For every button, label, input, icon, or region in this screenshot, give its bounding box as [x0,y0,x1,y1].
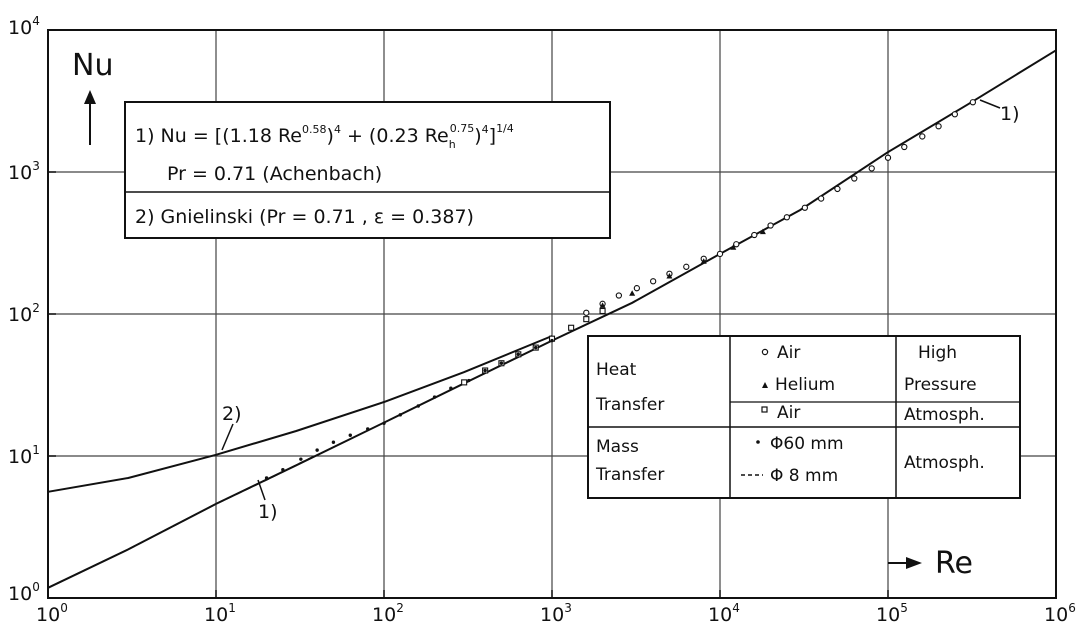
legend-atm-2: Atmosph. [904,453,985,473]
data-point-helium-high-pressure [599,302,606,308]
equation-line-2: Pr = 0.71 (Achenbach) [167,163,382,185]
data-point-helium-high-pressure [666,273,673,279]
data-point-air-high-pressure [633,285,641,292]
data-point-air-high-pressure [649,278,657,285]
legend-heat-2: Transfer [595,395,664,415]
data-point-air-high-pressure [834,185,841,193]
data-point-air-high-pressure [583,309,590,316]
legend-atm-1: Atmosph. [904,405,985,425]
x-tick-label: 106 [1044,601,1076,626]
x-tick-label: 101 [204,601,236,626]
data-point-air-high-pressure [733,241,740,248]
y-tick-label: 100 [8,580,40,605]
series-curve-2 [47,335,553,493]
data-point-mass-phi60 [499,361,504,365]
y-axis-arrow-icon [84,90,96,145]
data-point-air-atmospheric [568,324,575,331]
legend-row-air-atm: Air [777,403,800,423]
y-tick-labels: 100 101 102 103 104 [8,14,56,605]
data-point-air-high-pressure [801,204,809,211]
data-point-helium-high-pressure [730,244,737,250]
data-point-mass-phi60 [299,457,303,461]
data-point-air-atmospheric [599,307,606,315]
x-tick-label: 105 [876,601,908,626]
data-point-air-high-pressure [851,175,858,182]
data-point-helium-high-pressure [759,228,766,235]
circle-marker-icon [761,348,769,356]
data-points [264,99,977,480]
data-point-air-high-pressure [817,195,825,202]
data-point-helium-high-pressure [629,290,636,296]
data-point-mass-phi60 [483,368,487,373]
x-tick-label: 104 [708,601,740,626]
x-axis-arrow-icon [888,557,922,569]
data-point-air-atmospheric [461,379,468,386]
equation-line-1: 1) Nu = [(1.18 Re0.58)4 + (0.23 Reh0.75)… [135,122,514,151]
triangle-marker-icon [762,382,768,388]
legend-mass-1: Mass [596,437,639,457]
y-axis-title: Nu [72,48,113,83]
data-point-mass-phi60 [382,421,386,425]
data-point-air-high-pressure [751,231,758,239]
data-point-mass-phi60 [534,345,538,350]
curve-label-1-upper: 1) [1000,103,1020,125]
data-point-air-high-pressure [783,214,791,221]
data-point-mass-phi60 [348,433,352,437]
legend-row-helium: Helium [775,375,835,395]
data-point-air-high-pressure [901,143,908,151]
data-point-air-high-pressure [615,292,623,299]
data-point-air-high-pressure [767,222,774,229]
square-marker-icon [761,406,768,413]
legend-heat-1: Heat [596,360,637,380]
y-tick-label: 101 [8,443,40,468]
data-point-mass-phi60 [516,352,520,357]
legend-table: Heat Transfer Mass Transfer Air Helium A… [587,335,1021,499]
x-tick-labels: 100 101 102 103 104 105 106 [36,590,1076,626]
data-point-air-high-pressure [935,123,942,130]
curve-label-1-upper-leader [979,99,1001,109]
legend-high-1: High [918,343,957,363]
data-point-air-high-pressure [868,165,875,172]
data-point-air-high-pressure [969,99,977,106]
data-point-mass-phi60 [366,427,370,431]
legend-row-air-high: Air [777,343,800,363]
curve-label-1-lower: 1) [258,501,278,523]
data-point-mass-phi60 [315,448,319,452]
x-tick-label: 102 [372,601,404,626]
y-tick-label: 102 [8,301,40,326]
legend-mass-2: Transfer [595,465,664,485]
data-point-mass-phi60 [550,338,554,343]
curve-label-2: 2) [222,403,242,425]
data-point-mass-phi60 [432,395,437,399]
data-point-mass-phi60 [467,378,471,383]
data-point-air-high-pressure [951,111,959,118]
legend-row-phi8: Φ 8 mm [770,466,838,486]
y-tick-label: 103 [8,159,40,184]
x-tick-label: 103 [540,601,572,626]
x-axis-title: Re [935,546,973,581]
series-curve-3 [47,454,318,589]
curve-label-1-lower-leader [257,479,266,501]
data-point-mass-phi60 [281,468,285,472]
data-point-air-high-pressure [919,133,926,140]
data-point-mass-phi60 [416,404,420,408]
dot-marker-icon [756,440,760,444]
equation-line-3: 2) Gnielinski (Pr = 0.71 , ε = 0.387) [135,206,474,228]
data-point-air-high-pressure [716,250,724,258]
legend-row-phi60: Φ60 mm [770,434,844,454]
data-point-mass-phi60 [398,413,402,417]
data-point-air-high-pressure [683,263,690,270]
data-point-mass-phi60 [264,476,269,480]
equation-box: 1) Nu = [(1.18 Re0.58)4 + (0.23 Reh0.75)… [124,101,611,239]
data-point-air-atmospheric [583,316,590,323]
data-point-helium-high-pressure [700,258,707,264]
data-point-air-high-pressure [884,154,892,161]
curve-label-2-leader [221,423,234,451]
data-point-mass-phi60 [331,440,336,444]
legend-high-2: Pressure [904,375,977,395]
data-point-mass-phi60 [449,386,453,390]
x-tick-label: 100 [36,601,68,626]
y-tick-label: 104 [8,14,40,39]
